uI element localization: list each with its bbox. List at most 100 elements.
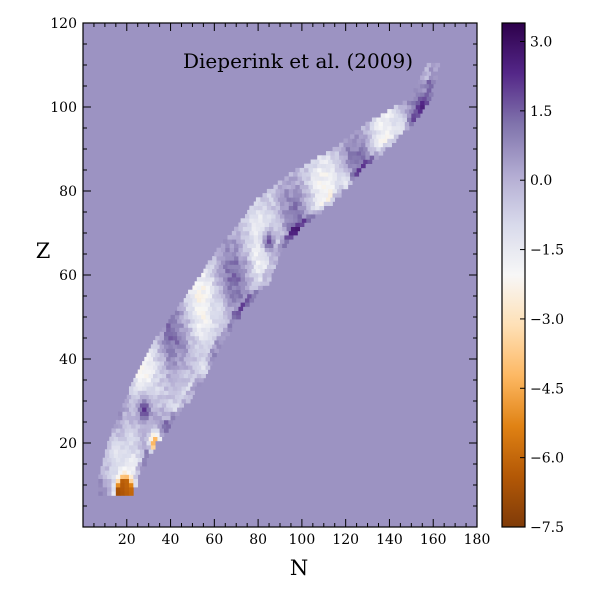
heatmap-cell [111,491,117,496]
heatmap-cell [179,302,184,307]
heatmap-cell [260,260,265,265]
heatmap-cell [120,491,125,496]
heatmap-cell [325,167,331,173]
heatmap-cell [166,403,171,408]
heatmap-cell [115,419,121,425]
heatmap-cell [396,121,401,127]
heatmap-cell [249,218,255,223]
heatmap-cell [422,71,427,76]
heatmap-cell [231,277,237,282]
heatmap-cell [271,201,276,206]
heatmap-cell [205,356,211,362]
heatmap-cell [111,457,117,463]
heatmap-cell [201,373,206,379]
heatmap-cell [137,407,143,412]
heatmap-cell [177,386,182,391]
heatmap-cell [376,117,381,122]
heatmap-cell [378,121,384,127]
heatmap-cell [415,113,421,118]
heatmap-cell [238,306,244,311]
heatmap-cell [155,407,160,412]
heatmap-cell [137,428,143,433]
heatmap-cell [137,440,143,446]
heatmap-cell [317,209,322,215]
heatmap-cell [260,197,265,202]
heatmap-cell [369,142,375,148]
heatmap-cell [159,428,165,433]
heatmap-cell [317,184,322,190]
heatmap-cell [319,201,325,206]
heatmap-cell [356,167,362,173]
heatmap-cell [428,75,434,80]
heatmap-cell [275,218,281,223]
heatmap-cell [299,167,305,173]
heatmap-cell [122,411,128,416]
heatmap-cell [190,369,195,374]
heatmap-cell [266,193,272,198]
heatmap-cell [290,222,296,227]
heatmap-cell [264,256,270,261]
heatmap-cell [301,188,307,194]
heatmap-cell [266,251,272,257]
heatmap-cell [334,180,340,185]
heatmap-cell [214,302,220,307]
heatmap-cell [207,331,213,337]
heatmap-cell [115,487,121,492]
heatmap-cell [328,201,333,206]
heatmap-cell [170,323,176,328]
heatmap-cell [225,256,230,261]
heatmap-cell [315,205,320,211]
heatmap-cell [104,449,110,454]
heatmap-cell [234,247,239,253]
heatmap-cell [188,365,193,370]
heatmap-cell [155,432,160,437]
heatmap-cell [203,344,209,349]
heatmap-cell [183,298,189,303]
heatmap-cell [148,394,154,400]
heatmap-cell [153,436,158,442]
heatmap-cell [181,306,187,311]
heatmap-cell [131,415,136,421]
heatmap-cell [378,125,384,131]
heatmap-cell [148,373,154,379]
heatmap-cell [153,403,158,408]
heatmap-cell [277,243,283,248]
heatmap-cell [406,113,412,118]
colorbar-tick-label: 0.0 [530,173,552,189]
heatmap-cell [172,344,178,349]
heatmap-cell [153,382,158,387]
heatmap-cell [155,369,160,374]
heatmap-cell [306,214,311,219]
heatmap-cell [238,260,244,265]
heatmap-cell [181,398,187,404]
heatmap-cell [317,180,322,185]
heatmap-cell [128,491,134,496]
heatmap-cell [225,281,230,286]
heatmap-cell [159,361,165,366]
heatmap-cell [179,394,184,400]
heatmap-cell [273,222,279,227]
heatmap-cell [168,390,174,395]
heatmap-cell [196,302,202,307]
heatmap-cell [126,394,132,400]
heatmap-cell [150,361,156,366]
heatmap-cell [194,293,200,299]
heatmap-cell [142,457,147,463]
heatmap-cell [150,440,156,446]
heatmap-cell [179,323,184,328]
heatmap-cell [240,251,246,257]
heatmap-cell [315,172,320,177]
heatmap-cell [244,230,250,236]
heatmap-cell [365,155,371,160]
heatmap-cell [415,104,421,110]
heatmap-cell [295,226,300,232]
heatmap-cell [240,264,246,269]
heatmap-cell [328,193,333,198]
heatmap-cell [157,348,163,353]
heatmap-cell [150,352,156,358]
heatmap-cell [185,335,191,341]
heatmap-cell [238,281,244,286]
heatmap-cell [218,310,224,316]
heatmap-cell [306,205,311,211]
heatmap-cell [319,205,325,211]
